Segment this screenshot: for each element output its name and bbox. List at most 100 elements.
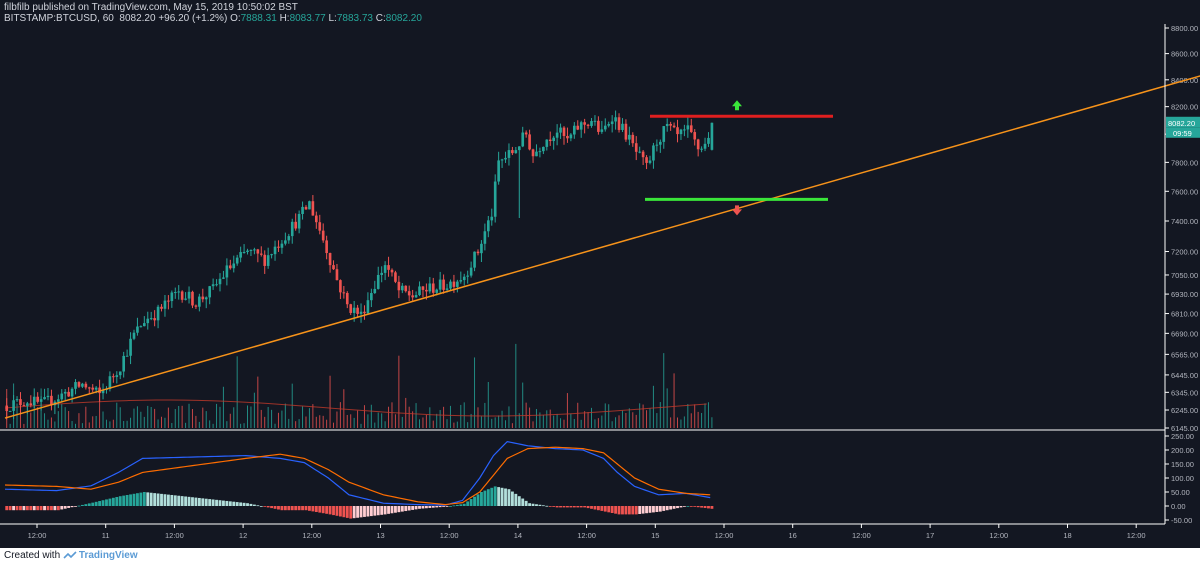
macd-histogram-bar	[414, 506, 418, 510]
macd-histogram-bar	[180, 496, 184, 506]
volume-bar	[71, 421, 73, 428]
trendline	[4, 75, 1200, 419]
candle-body	[5, 405, 9, 411]
tradingview-logo-icon	[63, 551, 77, 559]
macd-histogram-bar	[700, 506, 704, 508]
candle-body	[108, 376, 112, 389]
macd-histogram-bar	[314, 506, 318, 512]
candle-body	[504, 157, 507, 160]
macd-histogram-bar	[294, 506, 298, 511]
time-axis: 12:00 11 12:00 12 12:00 13 12:00 14 12:00 15 12:00…	[28, 524, 1146, 540]
macd-histogram-bar	[345, 506, 349, 518]
candle-body	[39, 399, 43, 402]
volume-bar	[133, 408, 135, 428]
volume-bar	[161, 416, 162, 428]
macd-histogram-bar	[624, 506, 628, 515]
candle-body	[297, 214, 301, 229]
candle-body	[700, 148, 703, 150]
macd-histogram-bar	[552, 506, 556, 507]
macd-histogram-bar	[280, 506, 284, 511]
candle-body	[29, 403, 33, 406]
candle-body	[173, 292, 177, 294]
macd-histogram-bar	[689, 506, 693, 507]
macd-histogram-bar	[25, 506, 29, 511]
chart-header: filbfilb published on TradingView.com, M…	[0, 0, 1200, 24]
macd-histogram-bar	[304, 506, 308, 511]
price-chart[interactable]: 8800.008600.008400.008200.008000.007800.…	[0, 24, 1200, 548]
macd-histogram-bar	[566, 506, 569, 508]
candle-body	[136, 326, 139, 333]
volume-bar	[305, 416, 307, 428]
volume-bar	[532, 421, 534, 428]
macd-histogram-bar	[111, 497, 115, 506]
candle-body	[552, 137, 555, 142]
macd-histogram-bar	[369, 506, 373, 517]
publisher-name[interactable]: filbfilb	[4, 2, 30, 13]
volume-bar	[666, 388, 668, 428]
candle-body	[535, 151, 538, 157]
volume-bar	[394, 414, 396, 428]
candle-body	[431, 283, 435, 293]
brand-name[interactable]: TradingView	[78, 550, 138, 561]
macd-histogram-bar	[607, 506, 611, 513]
volume-bar	[429, 407, 431, 428]
volume-bar	[216, 403, 218, 428]
candle-body	[493, 181, 497, 217]
candle-body	[373, 288, 377, 294]
volume-bar	[222, 386, 224, 428]
candle-body	[167, 300, 170, 302]
price-tick-label: 6345.00	[1171, 388, 1198, 397]
candle-body	[129, 338, 132, 356]
candle-body	[359, 311, 363, 314]
macd-histogram-bar	[19, 506, 22, 511]
volume-bar	[33, 406, 35, 428]
candle-body	[211, 284, 215, 287]
price-tick-label: 8600.00	[1171, 50, 1198, 59]
volume-bar	[112, 419, 114, 428]
volume-bar	[711, 417, 713, 428]
candle-body	[693, 132, 697, 140]
macd-histogram-bar	[703, 506, 707, 508]
price-tick-label: 6690.00	[1171, 329, 1198, 338]
candle-body	[435, 289, 439, 293]
macd-histogram-bar	[39, 506, 43, 511]
volume-bar	[363, 405, 365, 428]
candle-body	[548, 139, 552, 142]
candle-body	[617, 117, 621, 130]
candle-body	[404, 285, 408, 292]
volume-bar	[573, 418, 575, 428]
macd-line	[4, 440, 711, 506]
volume-bar	[511, 423, 513, 428]
macd-histogram-bar	[435, 506, 439, 508]
candle-body	[187, 291, 191, 299]
candle-body	[8, 410, 12, 412]
macd-histogram-bar	[215, 499, 218, 506]
volume-bar	[274, 423, 276, 428]
candle-body	[81, 383, 84, 387]
volume-bar	[381, 413, 383, 428]
macd-histogram-bar	[290, 506, 294, 511]
volume-bar	[178, 406, 180, 428]
volume-bar	[446, 419, 448, 428]
candle-body	[242, 252, 246, 254]
candle-body	[390, 269, 394, 273]
time-tick-label: 12:00	[852, 531, 871, 540]
candle-body	[70, 388, 74, 397]
volume-bar	[635, 414, 637, 428]
volume-bar	[202, 407, 204, 428]
macd-histogram-bar	[603, 506, 607, 512]
macd-histogram-bar	[421, 506, 425, 509]
volume-bar	[501, 410, 503, 428]
macd-histogram-bar	[356, 506, 360, 518]
volume-bar	[474, 357, 476, 428]
volume-bar	[625, 413, 627, 428]
macd-histogram-bar	[139, 492, 143, 506]
volume-bar	[639, 403, 641, 428]
macd-histogram-bar	[572, 506, 576, 508]
time-tick-label: 12	[239, 531, 247, 540]
candle-body	[665, 123, 669, 127]
symbol-label[interactable]: BITSTAMP:BTCUSD, 60	[4, 13, 114, 24]
macd-histogram-bar	[338, 506, 342, 517]
macd-histogram-bar	[15, 506, 19, 511]
macd-histogram-bar	[8, 506, 12, 511]
